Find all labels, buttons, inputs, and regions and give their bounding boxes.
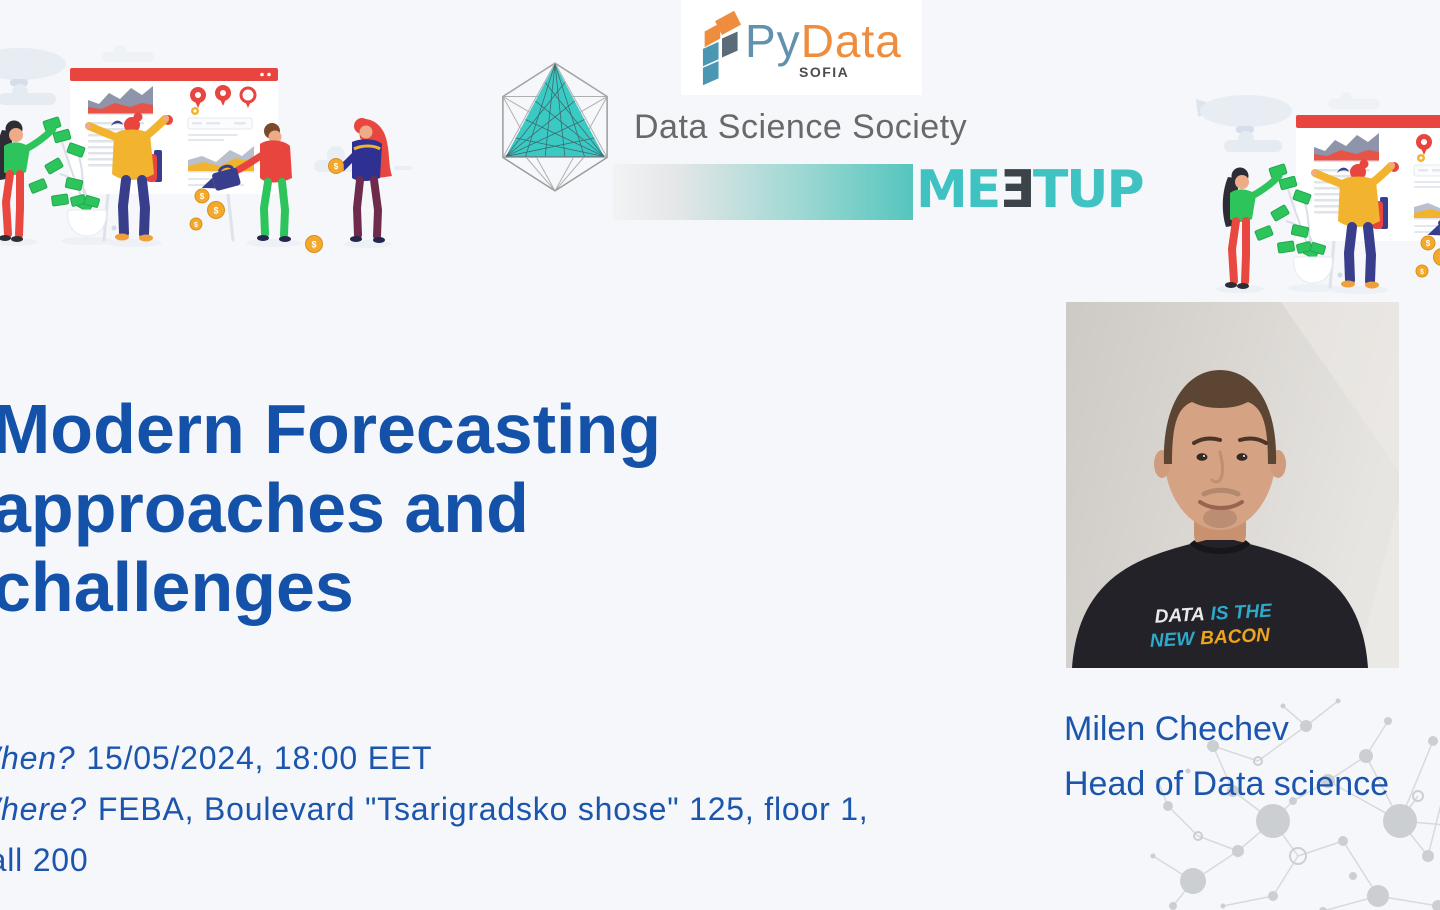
data-science-society-logo-icon [502, 62, 608, 192]
event-title-line3: challenges [0, 548, 354, 626]
meetup-wordmark: MEƎTUP [916, 160, 1145, 220]
speaker-role: Head of Data science [1064, 765, 1390, 803]
pydata-cubes-icon [702, 10, 742, 86]
people-money-illustration-left [0, 38, 412, 303]
event-title-line2: approaches and [0, 469, 529, 547]
when-value: 15/05/2024, 18:00 EET [86, 740, 433, 776]
speaker-name: Milen Chechev [1064, 710, 1289, 748]
pydata-logo-box: PyData SOFIA [681, 0, 922, 95]
speaker-caption: Milen Chechev Head of Data science [1064, 702, 1389, 812]
meetup-me-text: ME [916, 160, 1001, 220]
when-label: When? [0, 740, 76, 776]
event-title-line1: Modern Forecasting [0, 390, 661, 468]
meetup-reversed-e-text: Ǝ [999, 160, 1035, 220]
event-details: When? 15/05/2024, 18:00 EET Where? FEBA, B… [0, 733, 869, 886]
network-graph-decoration [1150, 698, 1440, 910]
tshirt-shape [1072, 540, 1368, 668]
meetup-tup-text: TUP [1032, 160, 1145, 220]
teal-gradient-bar [613, 164, 913, 220]
hair-shape [1163, 370, 1277, 464]
tshirt-slogan: DATA IS THE NEW BACON [1149, 601, 1273, 652]
where-label: Where? [0, 791, 87, 827]
event-where-continued: hall 200 [0, 842, 89, 878]
data-science-society-wordmark: Data Science Society [634, 108, 968, 146]
pydata-city-text: SOFIA [799, 64, 850, 80]
pydata-py-text: Py [745, 15, 801, 67]
speaker-photo: DATA IS THE NEW BACON [1066, 302, 1399, 668]
event-when: When? 15/05/2024, 18:00 EET [0, 733, 869, 784]
where-value: FEBA, Boulevard "Tsarigradsko shose" 125… [97, 791, 869, 827]
event-where: Where? FEBA, Boulevard "Tsarigradsko shos… [0, 784, 869, 835]
pydata-wordmark: PyData [745, 14, 902, 68]
pydata-data-text: Data [800, 15, 902, 67]
event-title: Modern Forecasting approaches and challe… [0, 390, 661, 627]
